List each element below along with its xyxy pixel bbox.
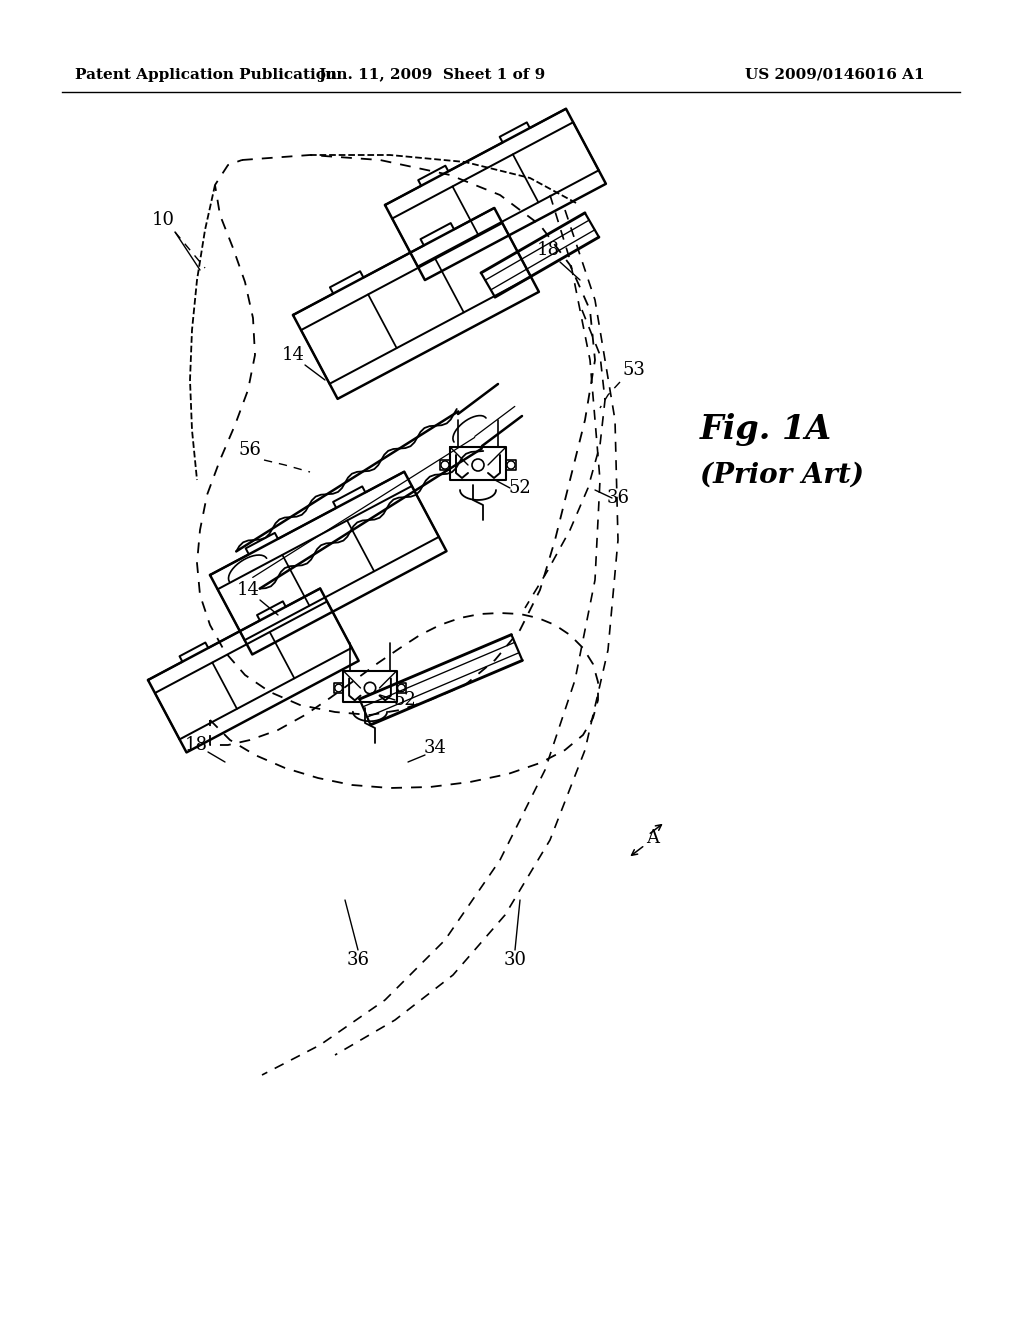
Text: 36: 36 <box>346 950 370 969</box>
Text: 34: 34 <box>424 739 446 756</box>
Text: 30: 30 <box>504 950 526 969</box>
Text: A: A <box>646 829 659 847</box>
Text: 52: 52 <box>393 690 417 709</box>
Text: Patent Application Publication: Patent Application Publication <box>75 69 337 82</box>
Text: 52: 52 <box>509 479 531 498</box>
Text: 36: 36 <box>606 488 630 507</box>
Text: 14: 14 <box>282 346 304 364</box>
Text: 53: 53 <box>623 360 645 379</box>
Text: 56: 56 <box>239 441 261 459</box>
Text: (Prior Art): (Prior Art) <box>700 462 864 488</box>
Text: US 2009/0146016 A1: US 2009/0146016 A1 <box>745 69 925 82</box>
Text: 18: 18 <box>537 242 559 259</box>
Text: Fig. 1A: Fig. 1A <box>700 413 833 446</box>
Text: Jun. 11, 2009  Sheet 1 of 9: Jun. 11, 2009 Sheet 1 of 9 <box>318 69 546 82</box>
Text: 18: 18 <box>184 737 208 754</box>
Text: 10: 10 <box>152 211 174 228</box>
Text: 14: 14 <box>237 581 259 599</box>
